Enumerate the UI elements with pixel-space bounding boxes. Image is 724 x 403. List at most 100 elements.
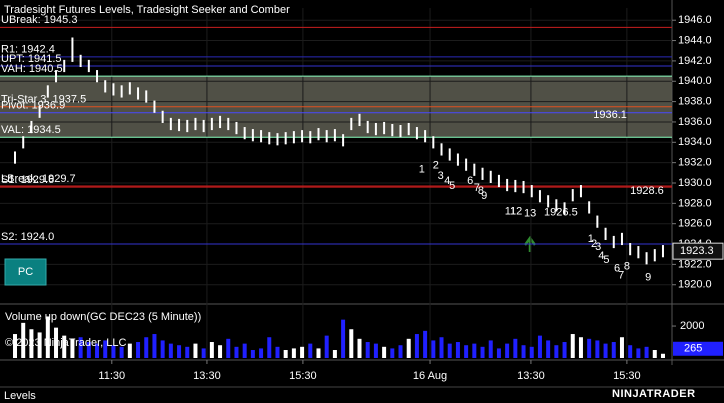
- volume-bar: [324, 335, 329, 358]
- level-label: S1: 1929.6: [1, 174, 54, 186]
- volume-bar: [406, 338, 411, 358]
- volume-bar: [496, 348, 501, 358]
- price-note: 1926.5: [544, 207, 578, 219]
- y-tick-label: 1922.0: [678, 258, 712, 270]
- count-label: 13: [524, 207, 536, 219]
- x-tick-label: 15:30: [613, 370, 641, 382]
- level-label: Tri-Star 3: 1937.5: [1, 94, 86, 106]
- volume-bar: [168, 343, 173, 358]
- y-tick-label: 1938.0: [678, 96, 712, 108]
- volume-bar: [644, 346, 649, 358]
- volume-bar: [447, 343, 452, 358]
- volume-bar: [13, 334, 18, 358]
- volume-bar: [628, 345, 633, 358]
- volume-bar: [86, 342, 91, 358]
- last-price-label: 1923.3: [680, 245, 714, 257]
- x-tick-label: 16 Aug: [413, 370, 447, 382]
- volume-bar: [62, 335, 67, 358]
- volume-bar: [259, 348, 264, 358]
- volume-bar: [275, 346, 280, 358]
- volume-tick-label: 2000: [680, 320, 704, 332]
- count-label: 8: [624, 260, 630, 272]
- count-label: 3: [438, 170, 444, 182]
- volume-bar: [513, 338, 518, 358]
- volume-bar: [562, 342, 567, 358]
- last-price-box: [672, 242, 724, 260]
- count-label: 1: [419, 164, 425, 176]
- volume-bar: [234, 346, 239, 358]
- volume-bar: [390, 348, 395, 358]
- count-label: 12: [510, 205, 522, 217]
- volume-bar: [587, 338, 592, 358]
- y-tick-label: 1932.0: [678, 157, 712, 169]
- x-tick-label: 11:30: [98, 370, 125, 382]
- volume-bar: [119, 346, 124, 358]
- volume-bar: [611, 342, 616, 358]
- volume-bar: [357, 338, 362, 358]
- volume-bar: [45, 316, 50, 358]
- volume-bar: [136, 342, 141, 358]
- volume-title: Volume up down(GC DEC23 (5 Minute)): [5, 311, 201, 323]
- volume-bar: [578, 337, 583, 358]
- volume-bar: [472, 343, 477, 358]
- level-label: Pivot: 1936.9: [1, 100, 65, 112]
- last-volume-box: [673, 341, 723, 356]
- volume-bar: [603, 343, 608, 358]
- volume-bar: [554, 345, 559, 358]
- volume-bar: [373, 343, 378, 358]
- count-label: 7: [618, 269, 624, 281]
- volume-bar: [423, 330, 428, 358]
- volume-bar: [316, 348, 321, 358]
- volume-bar: [332, 350, 337, 358]
- y-tick-label: 1942.0: [678, 55, 712, 67]
- count-label: 9: [481, 190, 487, 202]
- volume-bar: [185, 346, 190, 358]
- last-volume-label: 265: [684, 343, 702, 355]
- count-label: 6: [614, 262, 620, 274]
- volume-bar: [464, 345, 469, 358]
- x-tick-label: 15:30: [289, 370, 317, 382]
- copyright: © 2023 NinjaTrader, LLC: [5, 337, 126, 349]
- volume-bar: [127, 343, 132, 358]
- volume-bar: [160, 340, 165, 358]
- count-label: 5: [449, 180, 455, 192]
- logo: NINJATRADER: [612, 388, 696, 400]
- volume-bar: [95, 343, 100, 358]
- y-tick-label: 1934.0: [678, 136, 712, 148]
- count-label: 6: [467, 175, 473, 187]
- volume-bar: [267, 337, 272, 358]
- volume-bar: [193, 343, 198, 358]
- volume-bar: [488, 340, 493, 358]
- count-label: 2: [433, 160, 439, 172]
- volume-bar: [78, 337, 83, 358]
- volume-bar: [619, 337, 624, 358]
- level-label: VAH: 1940.5: [1, 63, 63, 75]
- pc-button[interactable]: [4, 258, 47, 286]
- chart-title: Tradesight Futures Levels, Tradesight Se…: [4, 4, 290, 16]
- volume-bar: [300, 346, 305, 358]
- volume-bar: [652, 350, 657, 358]
- level-label: UPT: 1941.5: [1, 53, 62, 65]
- volume-bar: [21, 322, 26, 358]
- level-label: LBreak: 1929.7: [1, 173, 76, 185]
- pc-button-label[interactable]: PC: [18, 266, 33, 278]
- volume-bar: [480, 346, 485, 358]
- level-label: R1: 1942.4: [1, 44, 55, 56]
- volume-bar: [308, 343, 313, 358]
- count-label: 11: [505, 205, 516, 217]
- volume-bar: [201, 348, 206, 358]
- volume-bar: [382, 346, 387, 358]
- volume-bar: [177, 345, 182, 358]
- count-label: 2: [591, 238, 597, 250]
- signal-arrow: [523, 235, 537, 252]
- volume-bar: [595, 340, 600, 358]
- volume-bar: [398, 345, 403, 358]
- volume-bar: [218, 345, 223, 358]
- volume-bar: [152, 334, 157, 358]
- footer-tab[interactable]: Levels: [4, 390, 36, 402]
- volume-bar: [250, 350, 255, 358]
- x-tick-label: 13:30: [517, 370, 545, 382]
